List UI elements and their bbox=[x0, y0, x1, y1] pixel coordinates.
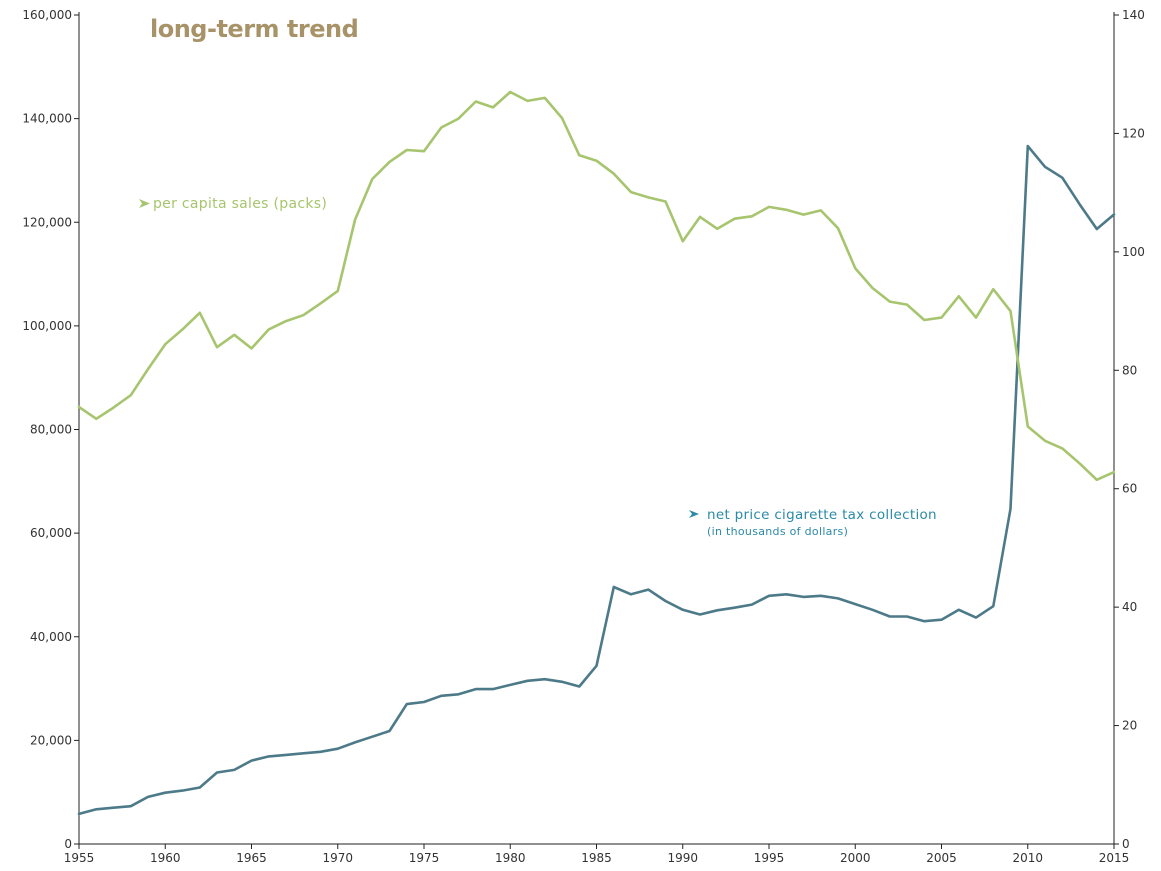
left-tick-label: 120,000 bbox=[22, 215, 72, 229]
tax-series-label: net price cigarette tax collection bbox=[707, 507, 937, 523]
tax-series-line bbox=[77, 144, 1116, 816]
left-tick-label: 60,000 bbox=[30, 526, 72, 540]
left-tick-label: 100,000 bbox=[22, 319, 72, 333]
x-tick-label: 1955 bbox=[64, 851, 95, 865]
x-tick-label: 2015 bbox=[1099, 851, 1130, 865]
x-tick-label: 1980 bbox=[495, 851, 526, 865]
left-axis-ticks: 0 20,000 40,000 60,000 80,000 100,000 120,000 1… bbox=[22, 8, 79, 851]
tax-arrow-icon bbox=[689, 510, 699, 518]
x-tick-label: 2000 bbox=[840, 851, 871, 865]
left-tick-label: 140,000 bbox=[22, 112, 72, 126]
x-tick-label: 1975 bbox=[409, 851, 440, 865]
right-axis-ticks: 0 20 40 60 80 100 120 140 bbox=[1114, 8, 1145, 851]
x-tick-label: 1965 bbox=[236, 851, 267, 865]
tax-series-sublabel: (in thousands of dollars) bbox=[707, 525, 848, 538]
left-tick-label: 80,000 bbox=[30, 423, 72, 437]
x-tick-label: 1995 bbox=[754, 851, 785, 865]
right-tick-label: 80 bbox=[1122, 363, 1137, 377]
right-tick-label: 100 bbox=[1122, 245, 1145, 259]
x-tick-label: 2005 bbox=[926, 851, 957, 865]
right-tick-label: 40 bbox=[1122, 600, 1137, 614]
x-tick-label: 1970 bbox=[322, 851, 353, 865]
axes bbox=[78, 12, 1115, 845]
x-tick-label: 1990 bbox=[667, 851, 698, 865]
sales-arrow-icon bbox=[139, 199, 150, 208]
right-tick-label: 60 bbox=[1122, 482, 1137, 496]
x-tick-label: 2010 bbox=[1012, 851, 1043, 865]
series-lines bbox=[77, 90, 1116, 816]
chart-title: long-term trend bbox=[150, 15, 358, 43]
x-tick-label: 1960 bbox=[150, 851, 181, 865]
x-tick-label: 1985 bbox=[581, 851, 612, 865]
left-tick-label: 160,000 bbox=[22, 8, 72, 22]
sales-series-line bbox=[77, 90, 1116, 482]
right-tick-label: 20 bbox=[1122, 719, 1137, 733]
left-tick-label: 20,000 bbox=[30, 733, 72, 747]
right-tick-label: 140 bbox=[1122, 8, 1145, 22]
left-tick-label: 40,000 bbox=[30, 630, 72, 644]
left-tick-label: 0 bbox=[64, 837, 72, 851]
right-tick-label: 0 bbox=[1122, 837, 1130, 851]
right-tick-label: 120 bbox=[1122, 126, 1145, 140]
x-axis-ticks: 1955 1960 1965 1970 1975 1980 1985 1990 1995 2000… bbox=[64, 844, 1130, 865]
sales-series-label: per capita sales (packs) bbox=[153, 196, 327, 212]
